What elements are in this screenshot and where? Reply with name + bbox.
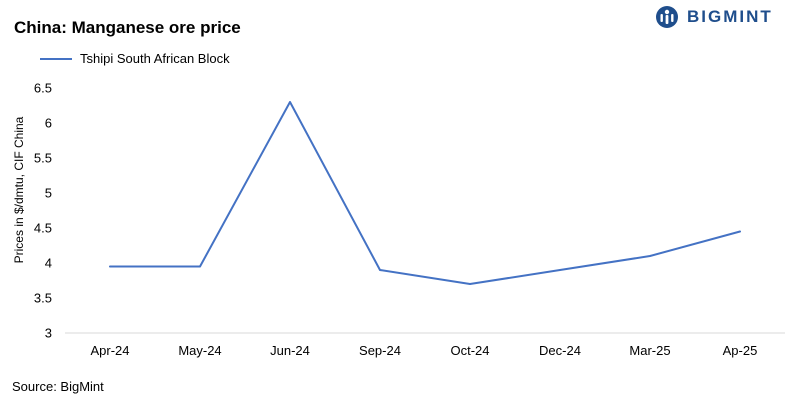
x-tick-label: Mar-25 xyxy=(629,343,670,358)
data-point xyxy=(289,101,291,103)
y-tick-label: 3 xyxy=(45,326,52,341)
y-tick-label: 3.5 xyxy=(34,291,52,306)
y-tick-label: 5 xyxy=(45,186,52,201)
data-point xyxy=(379,269,381,271)
x-tick-label: May-24 xyxy=(178,343,221,358)
y-tick-label: 4 xyxy=(45,256,52,271)
x-tick-label: Sep-24 xyxy=(359,343,401,358)
bigmint-logo-icon xyxy=(656,6,678,28)
y-tick-label: 4.5 xyxy=(34,221,52,236)
data-point xyxy=(109,265,111,268)
chart-title: China: Manganese ore price xyxy=(14,18,241,37)
x-tick-label: Apr-24 xyxy=(90,343,129,358)
legend: Tshipi South African Block xyxy=(40,51,230,66)
y-tick-label: 5.5 xyxy=(34,151,52,166)
data-point xyxy=(739,230,741,233)
data-point xyxy=(199,265,201,268)
source-note: Source: BigMint xyxy=(12,379,104,394)
brand-name: BIGMINT xyxy=(687,7,773,26)
data-point xyxy=(649,255,651,257)
legend-label: Tshipi South African Block xyxy=(80,51,230,66)
y-tick-label: 6.5 xyxy=(34,81,52,96)
x-tick-label: Dec-24 xyxy=(539,343,581,358)
x-tick-label: Ap-25 xyxy=(723,343,758,358)
bigmint-logo: BIGMINT xyxy=(655,5,773,29)
x-tick-label: Oct-24 xyxy=(450,343,489,358)
y-tick-label: 6 xyxy=(45,116,52,131)
data-point xyxy=(469,283,471,285)
series-line xyxy=(109,101,741,285)
legend-swatch xyxy=(40,57,72,60)
x-tick-label: Jun-24 xyxy=(270,343,310,358)
data-point xyxy=(559,269,561,271)
